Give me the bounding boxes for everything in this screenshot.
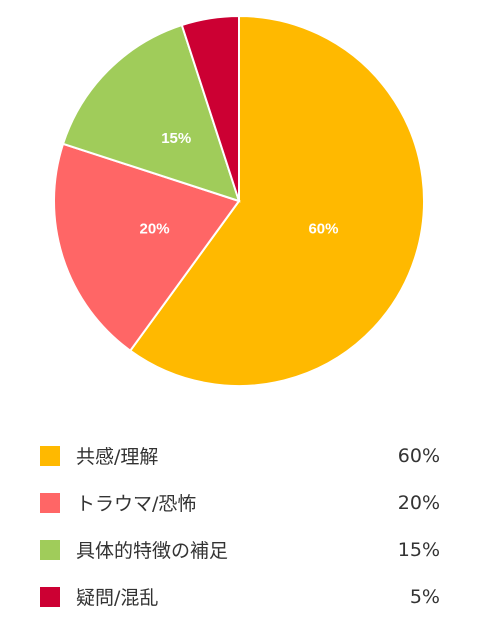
legend-swatch	[40, 492, 60, 513]
slice-label: 60%	[308, 220, 338, 237]
legend-item: 共感/理解 60%	[40, 432, 440, 479]
slice-label: 15%	[161, 130, 191, 147]
legend-item: 疑問/混乱 5%	[40, 573, 440, 620]
slice-label: 20%	[140, 220, 170, 237]
pie-slice	[61, 23, 241, 203]
legend-item: 具体的特徴の補足 15%	[40, 526, 440, 573]
legend-swatch	[40, 445, 60, 466]
legend-label: 疑問/混乱	[76, 587, 159, 609]
legend-value: 60%	[397, 444, 440, 467]
legend-value: 5%	[409, 585, 440, 608]
pie-slice	[180, 14, 240, 202]
legend-label: 共感/理解	[76, 446, 159, 468]
pie-slice	[128, 14, 425, 387]
legend-swatch	[40, 539, 60, 560]
legend-item: トラウマ/恐怖 20%	[40, 479, 440, 526]
legend: 共感/理解 60% トラウマ/恐怖 20% 具体的特徴の補足 15% 疑問/混乱…	[40, 432, 440, 620]
legend-value: 15%	[397, 538, 440, 561]
legend-label: 具体的特徴の補足	[76, 540, 229, 562]
pie-chart: 60% 20% 15%	[53, 14, 425, 387]
legend-label: トラウマ/恐怖	[76, 493, 197, 515]
legend-value: 20%	[397, 491, 440, 514]
pie-slice	[53, 142, 241, 353]
legend-swatch	[40, 586, 60, 607]
